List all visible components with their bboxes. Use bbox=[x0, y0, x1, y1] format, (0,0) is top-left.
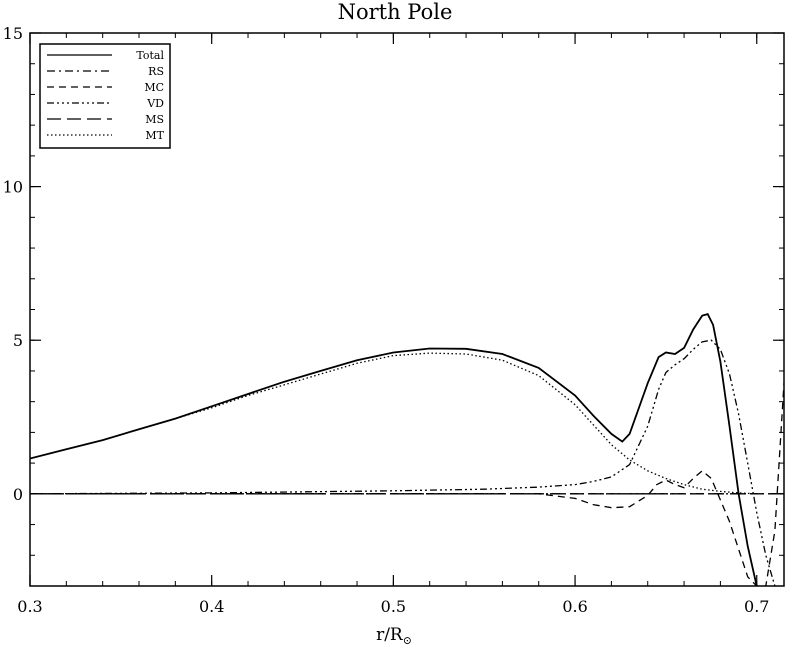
legend-label-rs: RS bbox=[148, 65, 164, 78]
legend-label-mt: MT bbox=[145, 129, 164, 142]
y-tick-label: 10 bbox=[3, 178, 23, 197]
series-line-total bbox=[30, 313, 758, 586]
legend-box bbox=[39, 43, 171, 149]
legend-label-vd: VD bbox=[146, 97, 164, 110]
x-tick-label: 0.6 bbox=[562, 597, 587, 616]
x-tick-label: 0.5 bbox=[381, 597, 406, 616]
legend: Total RS MC VD MS MT bbox=[39, 43, 171, 149]
x-axis-label: r/R⊙ bbox=[376, 625, 412, 647]
legend-label-total: Total bbox=[136, 49, 164, 62]
y-tick-label: 15 bbox=[3, 24, 23, 43]
x-axis-label-main: r/R bbox=[376, 625, 404, 645]
x-tick-label: 0.3 bbox=[17, 597, 42, 616]
plot-lines bbox=[30, 313, 784, 586]
x-tick-label: 0.4 bbox=[199, 597, 224, 616]
series-line-mc bbox=[30, 383, 784, 586]
series-line-mt bbox=[30, 352, 757, 495]
y-tick-label: 0 bbox=[13, 485, 23, 504]
x-axis-label-subscript: ⊙ bbox=[403, 634, 412, 647]
y-tick-label: 5 bbox=[13, 331, 23, 350]
axis-tick-labels: 0.3 0.4 0.5 0.6 0.7 0 5 10 15 bbox=[3, 24, 770, 616]
legend-label-ms: MS bbox=[145, 113, 164, 126]
series-line-vd bbox=[30, 339, 776, 586]
axis-ticks bbox=[29, 32, 784, 587]
chart-title: North Pole bbox=[338, 0, 453, 24]
legend-label-mc: MC bbox=[144, 81, 164, 94]
x-tick-label: 0.7 bbox=[744, 597, 769, 616]
